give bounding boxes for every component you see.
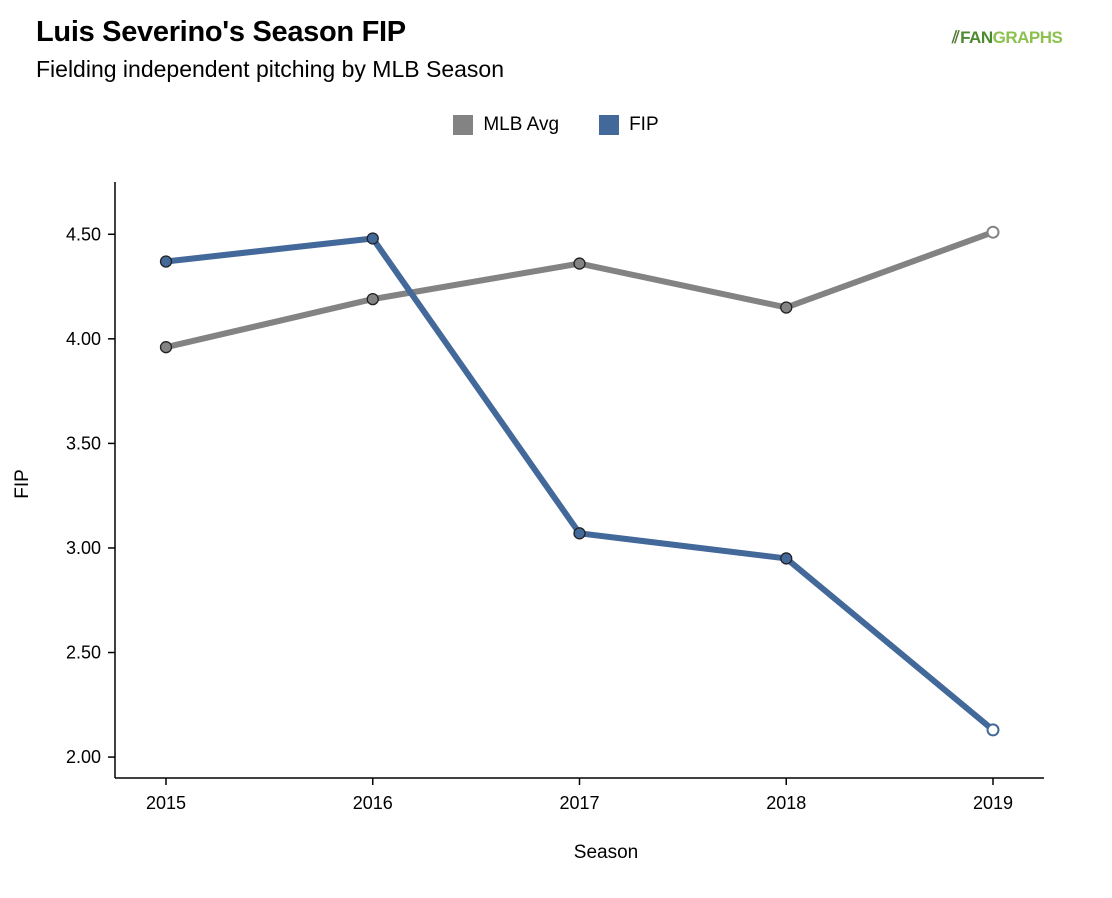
legend-label-mlb-avg: MLB Avg	[483, 114, 560, 135]
chart-legend: MLB Avg FIP	[0, 114, 1112, 136]
chart-series-lines	[163, 229, 996, 733]
chart-title: Luis Severino's Season FIP	[36, 16, 406, 48]
x-tick-label: 2017	[559, 793, 599, 813]
series-line-fip	[163, 235, 996, 733]
data-point-fip	[159, 255, 173, 268]
chart-subtitle: Fielding independent pitching by MLB Sea…	[36, 56, 504, 82]
y-tick-label: 3.50	[66, 433, 101, 453]
fangraphs-logo[interactable]: ⫽FANGRAPHS	[952, 28, 1063, 47]
data-point-fip	[780, 552, 793, 565]
batter-icon: ⫽	[952, 28, 960, 47]
y-tick-label: 2.00	[66, 747, 101, 767]
data-point-mlb-avg	[159, 341, 173, 354]
y-tick-label: 2.50	[66, 643, 101, 663]
data-point-mlb-avg	[986, 225, 1000, 239]
x-tick-label: 2016	[353, 793, 393, 813]
legend-swatch-mlb-avg	[453, 115, 474, 135]
legend-label-fip: FIP	[629, 114, 659, 135]
y-tick-label: 4.50	[66, 224, 101, 244]
data-point-fip	[366, 232, 379, 245]
x-tick-label: 2018	[766, 793, 806, 813]
data-point-fip	[573, 527, 586, 540]
x-tick-label: 2015	[146, 793, 186, 813]
data-point-mlb-avg	[366, 292, 379, 306]
y-axis-title: FIP	[12, 469, 33, 499]
legend-swatch-fip	[599, 115, 620, 135]
y-tick-label: 3.00	[66, 538, 101, 558]
chart-data-points	[159, 225, 1000, 737]
y-tick-label: 4.00	[66, 329, 101, 349]
chart-axes: 2.00 2.50 3.00 3.50 4.00 4.50 2015 2016 2017 2018…	[66, 182, 1044, 813]
legend-item-fip[interactable]: FIP	[599, 114, 659, 136]
data-point-mlb-avg	[780, 301, 793, 314]
x-axis-title: Season	[574, 842, 638, 863]
x-tick-label: 2019	[973, 793, 1013, 813]
data-point-mlb-avg	[573, 257, 586, 270]
data-point-fip	[986, 723, 1000, 737]
legend-item-mlb-avg[interactable]: MLB Avg	[453, 114, 559, 136]
